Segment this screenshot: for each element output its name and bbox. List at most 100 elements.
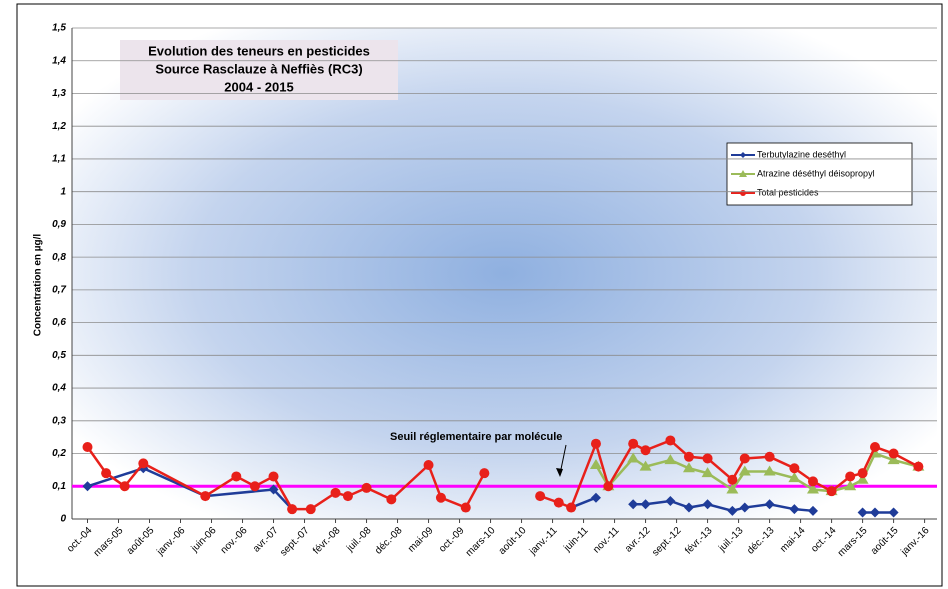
point [590, 492, 601, 503]
y-tick-label: 1,1 [52, 154, 66, 165]
point [764, 499, 775, 510]
point [856, 473, 869, 484]
point [119, 481, 130, 492]
point [807, 505, 818, 516]
y-tick-label: 0,8 [52, 252, 66, 263]
y-tick-label: 1 [60, 186, 66, 197]
point [739, 453, 750, 464]
point [913, 461, 924, 472]
point [788, 472, 801, 483]
y-tick-label: 0,6 [52, 317, 66, 328]
point [361, 482, 372, 493]
point [701, 467, 714, 478]
point [845, 471, 856, 482]
point [683, 502, 694, 513]
point [682, 462, 695, 473]
legend-marker [739, 170, 747, 177]
point [268, 471, 279, 482]
point [342, 491, 353, 502]
point [330, 487, 341, 498]
legend-marker [740, 152, 746, 158]
y-tick-label: 1,2 [52, 121, 66, 132]
point [727, 505, 738, 516]
point [857, 507, 868, 518]
legend-marker [740, 190, 746, 196]
plot-area [72, 28, 937, 519]
point [589, 458, 602, 469]
point [101, 468, 112, 479]
legend-label: Total pesticides [757, 187, 819, 197]
legend-label: Atrazine déséthyl déisopropyl [757, 168, 875, 178]
point [628, 499, 639, 510]
point [460, 502, 471, 513]
point [727, 474, 738, 485]
point [628, 438, 639, 449]
point [640, 499, 651, 510]
y-tick-label: 0,3 [52, 415, 66, 426]
point [138, 458, 149, 469]
point [869, 441, 880, 452]
legend-label: Terbutylazine deséthyl [757, 149, 846, 159]
legend: Terbutylazine deséthyl Atrazine déséthyl … [726, 142, 913, 206]
point [386, 494, 397, 505]
point [888, 507, 899, 518]
chart-title: Evolution des teneurs en pesticides [148, 43, 370, 58]
point [423, 459, 434, 470]
point [287, 504, 298, 515]
chart-period: 2004 - 2015 [224, 79, 293, 94]
point [702, 499, 713, 510]
point [665, 435, 676, 446]
y-tick-label: 0,4 [52, 383, 66, 394]
point [603, 481, 614, 492]
legend-box [726, 142, 913, 206]
point [806, 483, 819, 494]
point [627, 452, 640, 463]
point [535, 491, 546, 502]
point [726, 483, 739, 494]
point [435, 492, 446, 503]
point [683, 451, 694, 462]
point [738, 465, 751, 476]
point [566, 502, 577, 513]
y-tick-label: 0 [60, 514, 66, 525]
point [844, 480, 857, 491]
point [869, 507, 880, 518]
point [479, 468, 490, 479]
point [789, 504, 800, 515]
point [763, 465, 776, 476]
point [640, 445, 651, 456]
point [888, 448, 899, 459]
y-tick-label: 1,5 [52, 23, 66, 34]
point [268, 484, 279, 495]
point [82, 481, 93, 492]
point [639, 460, 652, 471]
point [231, 471, 242, 482]
y-tick-label: 0,7 [52, 285, 66, 296]
point [826, 486, 837, 497]
point [249, 481, 260, 492]
point [807, 476, 818, 487]
chart-subtitle: Source Rasclauze à Neffiès (RC3) [155, 61, 362, 76]
y-tick-label: 0,9 [52, 219, 66, 230]
point [857, 468, 868, 479]
point [789, 463, 800, 474]
point [553, 497, 564, 508]
y-tick-label: 0,1 [52, 481, 66, 492]
point [200, 491, 211, 502]
point [739, 502, 750, 513]
point [764, 451, 775, 462]
point [664, 454, 677, 465]
point [590, 438, 601, 449]
y-tick-label: 1,4 [52, 55, 66, 66]
point [887, 454, 900, 465]
point [82, 441, 93, 452]
point [702, 453, 713, 464]
point [665, 495, 676, 506]
threshold-label: Seuil réglementaire par molécule [390, 431, 562, 443]
point [305, 504, 316, 515]
y-tick-label: 0,2 [52, 448, 66, 459]
y-axis-label: Concentration en µg/l [33, 234, 44, 337]
threshold-arrowhead [556, 468, 563, 477]
title-box [120, 40, 398, 100]
